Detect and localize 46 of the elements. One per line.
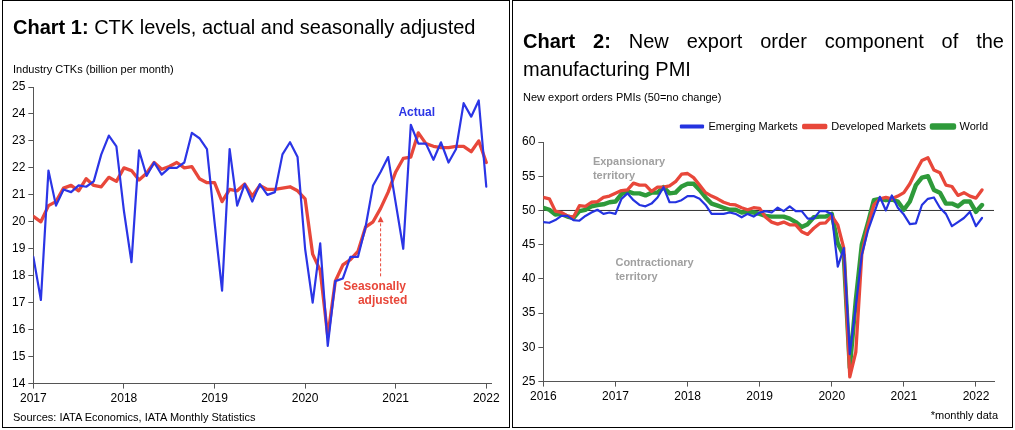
x-tick-label: 2018 [674, 389, 702, 404]
chart-title: Chart 2: New export order component of the manufacturing PMI [523, 29, 1004, 82]
y-tick-label: 25 [11, 79, 26, 94]
chart-title: Chart 1: CTK levels, actual and seasonally adjusted [13, 15, 477, 40]
y-tick-label: 25 [521, 373, 536, 388]
text: *monthly data [930, 409, 998, 421]
legend-label: Emerging Markets [708, 119, 799, 132]
y-tick-label: 19 [11, 241, 26, 256]
y-tick-label: 16 [11, 321, 26, 336]
y-tick-label: 30 [521, 339, 536, 354]
y-tick-label: 24 [11, 106, 26, 121]
x-tick-label: 2020 [818, 389, 846, 404]
y-tick-label: 50 [521, 202, 536, 217]
y-tick-label: 60 [521, 134, 536, 149]
x-tick-label: 2018 [110, 391, 138, 406]
series-label: Actual [398, 104, 436, 119]
y-tick-label: 18 [11, 268, 26, 283]
legend-label: Developed Markets [831, 119, 927, 132]
y-tick-label: 35 [521, 305, 536, 320]
y-tick-label: 22 [11, 160, 26, 175]
x-tick-label: 2017 [20, 391, 48, 406]
x-tick-label: 2019 [201, 391, 229, 406]
x-tick-label: 2016 [530, 389, 558, 404]
series-label: Seasonally adjusted [343, 278, 408, 307]
y-tick-label: 40 [521, 271, 536, 286]
y-tick-label: 17 [11, 295, 26, 310]
y-axis-title: Industry CTKs (billion per month) [13, 62, 174, 75]
x-tick-label: 2017 [602, 389, 630, 404]
x-tick-label: 2022 [472, 391, 500, 406]
y-tick-label: 21 [11, 187, 26, 202]
x-tick-label: 2022 [962, 389, 990, 404]
x-tick-label: 2021 [890, 389, 918, 404]
y-tick-label: 14 [11, 375, 26, 390]
y-tick-label: 55 [521, 168, 536, 183]
source-note: Sources: IATA Economics, IATA Monthly Statistics [13, 411, 256, 423]
y-tick-label: 45 [521, 237, 536, 251]
x-tick-label: 2019 [746, 389, 774, 404]
annotation: Contractionary territory [615, 255, 695, 282]
y-tick-label: 23 [11, 133, 26, 148]
y-tick-label: 20 [11, 214, 26, 229]
x-tick-label: 2021 [382, 391, 410, 406]
x-tick-label: 2020 [291, 391, 319, 406]
y-axis-title: New export orders PMIs (50=no change) [523, 90, 722, 103]
legend-label: World [959, 119, 989, 132]
y-tick-label: 15 [11, 348, 26, 363]
annotation: Expansionary territory [592, 154, 666, 181]
